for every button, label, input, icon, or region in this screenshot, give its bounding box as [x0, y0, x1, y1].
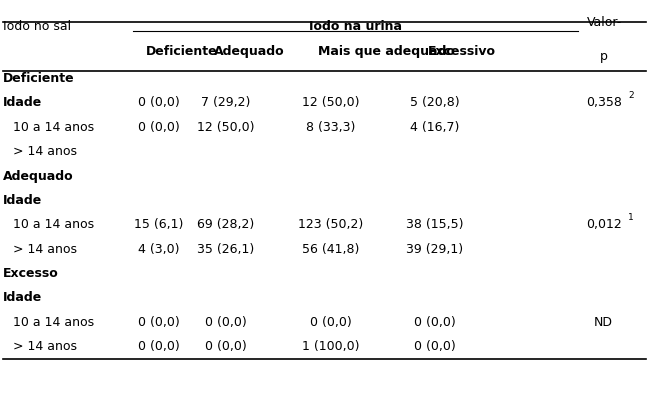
Text: 0 (0,0): 0 (0,0): [414, 316, 456, 329]
Text: Iodo no sal: Iodo no sal: [3, 20, 71, 33]
Text: 12 (50,0): 12 (50,0): [302, 96, 360, 110]
Text: p: p: [600, 50, 607, 63]
Text: ND: ND: [594, 316, 613, 329]
Text: 1: 1: [628, 213, 633, 222]
Text: > 14 anos: > 14 anos: [13, 145, 77, 158]
Text: 0 (0,0): 0 (0,0): [138, 96, 180, 110]
Text: Excesso: Excesso: [3, 267, 59, 280]
Text: Deficiente: Deficiente: [3, 72, 75, 85]
Text: Valor-: Valor-: [587, 16, 622, 29]
Text: Idade: Idade: [3, 96, 42, 110]
Text: 0 (0,0): 0 (0,0): [205, 316, 247, 329]
Text: 5 (20,8): 5 (20,8): [410, 96, 459, 110]
Text: 4 (3,0): 4 (3,0): [138, 242, 180, 256]
Text: Idade: Idade: [3, 194, 42, 207]
Text: 10 a 14 anos: 10 a 14 anos: [13, 218, 94, 231]
Text: 8 (33,3): 8 (33,3): [306, 121, 356, 134]
Text: 0 (0,0): 0 (0,0): [205, 340, 247, 353]
Text: 12 (50,0): 12 (50,0): [197, 121, 254, 134]
Text: Iodo na urina: Iodo na urina: [309, 20, 402, 33]
Text: 0 (0,0): 0 (0,0): [138, 316, 180, 329]
Text: 10 a 14 anos: 10 a 14 anos: [13, 121, 94, 134]
Text: Excessivo: Excessivo: [428, 44, 496, 58]
Text: 38 (15,5): 38 (15,5): [406, 218, 463, 231]
Text: Mais que adequado: Mais que adequado: [318, 44, 455, 58]
Text: 15 (6,1): 15 (6,1): [134, 218, 184, 231]
Text: 10 a 14 anos: 10 a 14 anos: [13, 316, 94, 329]
Text: Deficiente: Deficiente: [146, 44, 217, 58]
Text: Idade: Idade: [3, 291, 42, 305]
Text: 0,358: 0,358: [585, 96, 622, 110]
Text: 0 (0,0): 0 (0,0): [414, 340, 456, 353]
Text: Adequado: Adequado: [214, 44, 285, 58]
Text: 69 (28,2): 69 (28,2): [197, 218, 254, 231]
Text: 1 (100,0): 1 (100,0): [302, 340, 360, 353]
Text: 0 (0,0): 0 (0,0): [138, 340, 180, 353]
Text: 0 (0,0): 0 (0,0): [138, 121, 180, 134]
Text: 0 (0,0): 0 (0,0): [310, 316, 352, 329]
Text: 35 (26,1): 35 (26,1): [197, 242, 254, 256]
Text: 2: 2: [628, 92, 633, 100]
Text: Adequado: Adequado: [3, 169, 74, 183]
Text: > 14 anos: > 14 anos: [13, 242, 77, 256]
Text: 0,012: 0,012: [585, 218, 622, 231]
Text: 39 (29,1): 39 (29,1): [406, 242, 463, 256]
Text: 4 (16,7): 4 (16,7): [410, 121, 459, 134]
Text: 7 (29,2): 7 (29,2): [201, 96, 251, 110]
Text: 56 (41,8): 56 (41,8): [302, 242, 360, 256]
Text: > 14 anos: > 14 anos: [13, 340, 77, 353]
Text: 123 (50,2): 123 (50,2): [299, 218, 363, 231]
